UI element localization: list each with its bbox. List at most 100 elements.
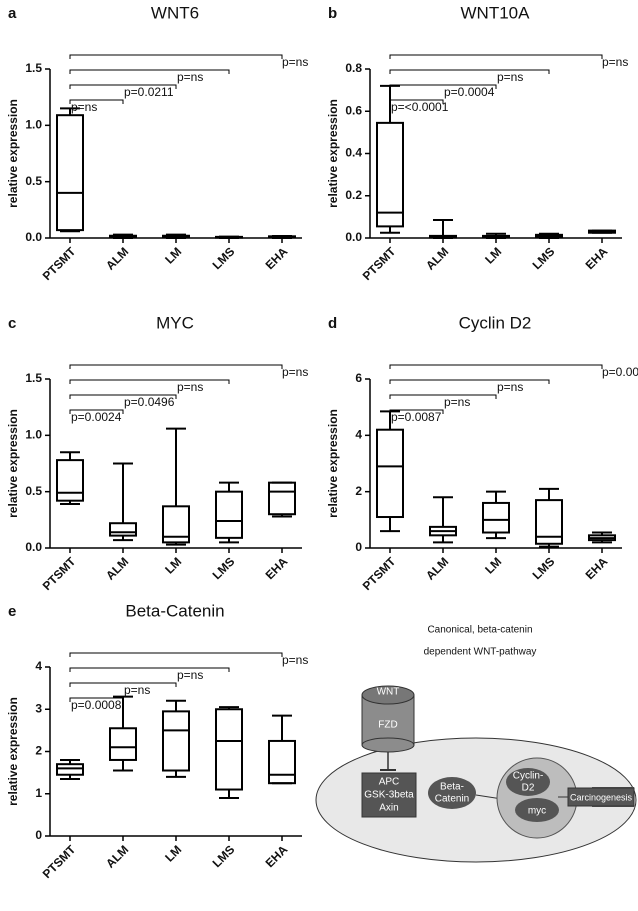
y-tick-label: 4	[35, 659, 42, 673]
comparison-bracket	[389, 69, 550, 74]
y-tick-label: 1.5	[25, 61, 42, 75]
comparison-bracket	[389, 409, 444, 414]
p-value: p=ns	[177, 70, 203, 84]
comparison-bracket	[69, 69, 230, 74]
comparison-bracket	[69, 682, 177, 687]
p-value: p=ns	[497, 70, 523, 84]
comparison-bracket	[69, 364, 283, 369]
box	[482, 501, 510, 534]
p-value: p=0.0087	[391, 410, 442, 424]
box	[162, 505, 190, 544]
fzd-label: FZD	[378, 720, 397, 731]
comparison-bracket	[69, 697, 124, 702]
y-tick-label: 0	[355, 540, 362, 554]
myc-label: myc	[528, 806, 546, 817]
x-tick-label: EHA	[263, 244, 291, 272]
box	[535, 499, 563, 545]
comparison-bracket	[69, 84, 177, 89]
x-tick-label: LMS	[210, 842, 238, 870]
diagram-title: dependent WNT-pathway	[424, 647, 537, 658]
comparison-bracket	[69, 652, 283, 657]
x-tick-label: LM	[162, 244, 184, 266]
y-tick-label: 1.0	[25, 428, 42, 442]
myc	[515, 798, 559, 822]
x-tick-label: LMS	[530, 554, 558, 582]
comparison-bracket	[389, 394, 497, 399]
receptor-base	[361, 737, 415, 753]
outcome-label: Carcinogenesis	[570, 792, 633, 802]
y-axis-title: relative expression	[6, 697, 20, 806]
p-value: p=0.0004	[444, 85, 495, 99]
x-tick-label: LM	[482, 554, 504, 576]
complex-label: APC	[379, 777, 400, 788]
y-axis-title: relative expression	[6, 99, 20, 208]
panel-label: d	[328, 315, 337, 332]
panel-label: b	[328, 5, 337, 22]
p-value: p=ns	[177, 380, 203, 394]
pathway-diagram: f Canonical, beta-catenin dependent WNT-…	[315, 625, 637, 863]
y-tick-label: 0	[35, 828, 42, 842]
y-tick-label: 0.5	[25, 484, 42, 498]
y-tick-label: 0.4	[345, 146, 362, 160]
comparison-bracket	[69, 667, 230, 672]
box	[376, 428, 404, 519]
y-axis-title: relative expression	[326, 409, 340, 518]
box	[56, 459, 84, 502]
box	[109, 727, 137, 761]
y-axis-title: relative expression	[326, 99, 340, 208]
p-value: p=0.0496	[124, 395, 175, 409]
chart-title: Beta-Catenin	[125, 601, 224, 620]
x-tick-label: PTSMT	[360, 554, 399, 593]
x-tick-label: ALM	[423, 554, 451, 582]
beta-catenin	[428, 777, 476, 809]
comparison-bracket	[69, 54, 283, 59]
x-tick-label: ALM	[423, 244, 451, 272]
panel-label: c	[8, 315, 16, 332]
comparison-bracket	[69, 379, 230, 384]
box	[268, 739, 296, 785]
x-tick-label: EHA	[583, 554, 611, 582]
p-value: p=0.0024	[71, 410, 122, 424]
comparison-bracket	[389, 84, 497, 89]
y-tick-label: 1.5	[25, 371, 42, 385]
box	[376, 121, 404, 228]
chart-title: WNT10A	[461, 3, 531, 22]
p-value: p=0.0008	[71, 698, 122, 712]
box	[56, 114, 84, 232]
complex-label: Axin	[379, 803, 398, 814]
x-tick-label: PTSMT	[40, 842, 79, 881]
p-value: p=<0.0001	[391, 100, 449, 114]
comparison-bracket	[69, 394, 177, 399]
x-tick-label: LM	[162, 842, 184, 864]
comparison-bracket	[389, 54, 603, 59]
x-tick-label: EHA	[263, 554, 291, 582]
y-tick-label: 2	[35, 744, 42, 758]
y-tick-label: 6	[355, 371, 362, 385]
y-tick-label: 0.5	[25, 174, 42, 188]
receptor-top	[361, 685, 415, 705]
x-tick-label: PTSMT	[40, 244, 79, 283]
y-tick-label: 3	[35, 701, 42, 715]
comparison-bracket	[389, 99, 444, 104]
y-tick-label: 0.6	[345, 103, 362, 117]
outcome	[567, 787, 635, 807]
p-value: p=0.0211	[124, 85, 174, 99]
x-tick-label: LMS	[530, 244, 558, 272]
comparison-bracket	[389, 364, 603, 369]
p-value: p=ns	[602, 55, 628, 69]
p-value: p=0.0021	[602, 365, 638, 379]
box	[215, 708, 243, 791]
panel-label: a	[8, 5, 17, 22]
y-tick-label: 4	[355, 428, 362, 442]
box	[109, 522, 137, 537]
panel-label: f	[372, 627, 376, 638]
cyclin-label: Cyclin-	[513, 771, 544, 782]
wnt-label: WNT	[377, 687, 400, 698]
y-tick-label: 0.8	[345, 61, 362, 75]
y-tick-label: 2	[355, 484, 362, 498]
x-tick-label: EHA	[583, 244, 611, 272]
x-tick-label: ALM	[103, 244, 131, 272]
beta-catenin-label: Beta-	[440, 782, 464, 793]
x-tick-label: EHA	[263, 842, 291, 870]
y-tick-label: 1.0	[25, 118, 42, 132]
